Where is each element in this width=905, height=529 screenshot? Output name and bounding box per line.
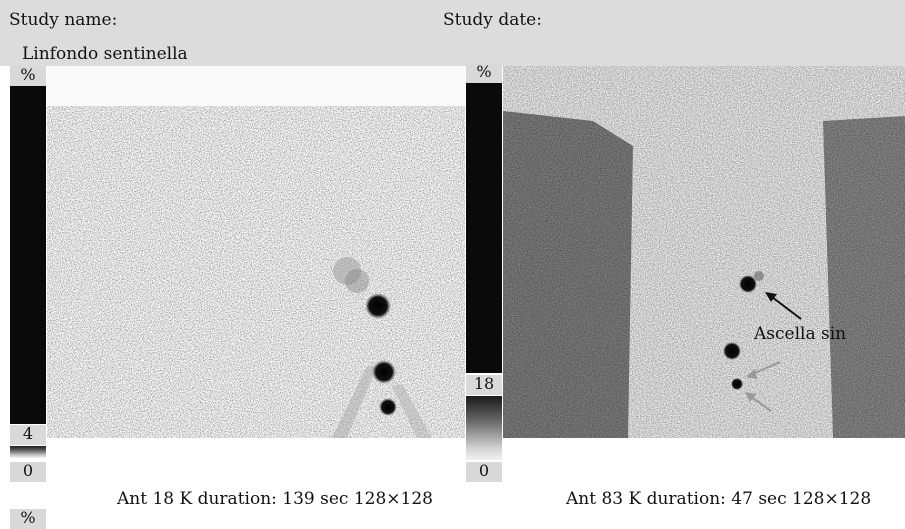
study-header <box>0 0 905 66</box>
left-scan-caption: Ant 18 K duration: 139 sec 128×128 <box>117 489 433 509</box>
right-scale-max: 18 <box>466 375 502 395</box>
left-lymph-node-1 <box>365 293 391 319</box>
left-scale-bottom-label: % <box>10 509 46 529</box>
right-scan-image <box>503 66 905 438</box>
right-lymph-node-axilla <box>739 275 757 293</box>
left-scale-top-label: % <box>10 66 46 86</box>
study-name-value: Linfondo sentinella <box>22 44 188 64</box>
study-date-label: Study date: <box>443 10 542 30</box>
left-scale-max: 4 <box>10 425 46 445</box>
left-lymph-node-2 <box>372 360 396 384</box>
right-scale-min: 0 <box>466 462 502 482</box>
right-scale-gradient <box>466 396 502 460</box>
left-scale-gradient <box>10 446 46 458</box>
left-lymph-node-3 <box>379 398 397 416</box>
study-name-label: Study name: <box>9 10 118 30</box>
gray-arrow-icon <box>746 361 781 379</box>
right-lymph-node-2 <box>723 342 741 360</box>
left-scale-min: 0 <box>10 462 46 482</box>
gray-arrow-icon <box>745 392 772 412</box>
right-lymph-node-3 <box>731 378 743 390</box>
left-uptake-cluster <box>332 257 432 438</box>
right-scale-colorbar <box>466 83 502 373</box>
right-scale-top-label: % <box>466 63 502 83</box>
left-scale-colorbar <box>10 86 46 424</box>
right-scan-caption: Ant 83 K duration: 47 sec 128×128 <box>566 489 872 509</box>
ascella-sin-annotation: Ascella sin <box>754 324 847 344</box>
left-scan-image <box>47 66 465 438</box>
black-arrow-icon <box>765 292 802 320</box>
